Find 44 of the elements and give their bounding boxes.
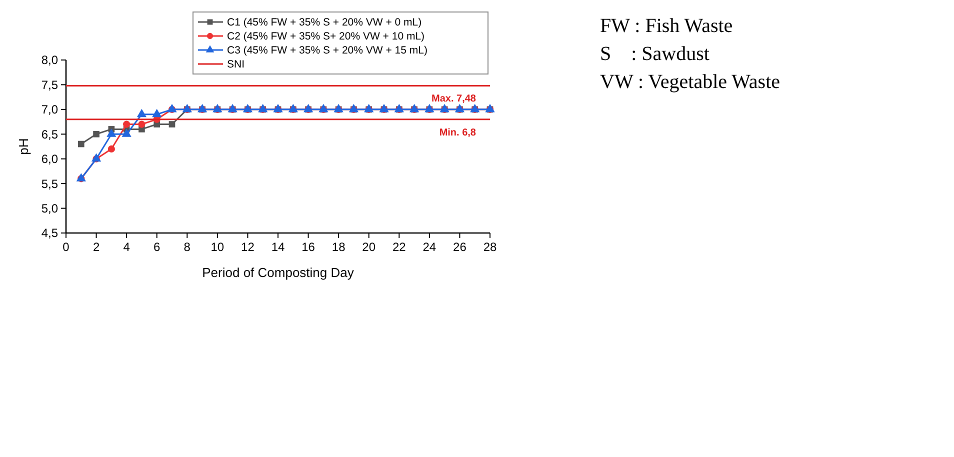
x-tick-label: 16 xyxy=(302,240,316,254)
y-tick-label: 4,5 xyxy=(41,226,58,240)
point xyxy=(123,120,130,128)
x-tick-label: 6 xyxy=(154,240,161,254)
legend-label: C2 (45% FW + 35% S+ 20% VW + 10 mL) xyxy=(227,30,425,43)
text: S : Sawdust xyxy=(600,43,710,65)
point xyxy=(93,130,100,138)
y-tick-label: 6,0 xyxy=(41,152,58,166)
x-tick-label: 14 xyxy=(271,240,285,254)
y-tick-label: 5,5 xyxy=(41,176,58,191)
text: VW : Vegetable Waste xyxy=(600,71,780,93)
x-tick-label: 12 xyxy=(241,240,255,254)
x-tick-label: 10 xyxy=(210,240,224,254)
point xyxy=(152,108,162,118)
text: FW : Fish Waste xyxy=(600,15,733,37)
point xyxy=(136,108,147,118)
point xyxy=(122,128,132,137)
point xyxy=(168,121,176,128)
x-tick-label: 2 xyxy=(92,240,100,254)
x-tick-label: 8 xyxy=(184,240,191,254)
legend-label: SNI xyxy=(227,58,245,71)
y-tick-label: 6,5 xyxy=(41,127,58,142)
y-tick-label: 5,0 xyxy=(41,201,58,216)
legend-label: C1 (45% FW + 35% S + 20% VW + 0 mL) xyxy=(227,16,422,29)
annotation: Max. 7,48 xyxy=(432,94,476,105)
point xyxy=(138,120,146,128)
legend-label: C3 (45% FW + 35% S + 20% VW + 15 mL) xyxy=(227,44,428,57)
x-axis-title: Period of Composting Day xyxy=(202,265,354,280)
ref-line-label: Min. 6,8 xyxy=(439,127,476,138)
x-tick-label: 18 xyxy=(332,240,346,254)
x-tick-label: 24 xyxy=(422,240,436,254)
x-tick-label: 28 xyxy=(483,240,497,254)
x-tick-label: 26 xyxy=(453,240,467,254)
y-tick-label: 7,5 xyxy=(41,78,58,92)
y-axis-title: pH xyxy=(16,138,31,155)
x-tick-label: 20 xyxy=(362,240,376,254)
point xyxy=(78,140,84,148)
y-tick-label: 8,0 xyxy=(41,53,58,68)
y-tick-label: 7,0 xyxy=(41,102,58,117)
point xyxy=(106,128,116,137)
x-tick-label: 4 xyxy=(123,240,130,254)
x-tick-label: 22 xyxy=(392,240,406,254)
x-tick-label: 0 xyxy=(62,240,70,254)
point xyxy=(108,145,115,153)
